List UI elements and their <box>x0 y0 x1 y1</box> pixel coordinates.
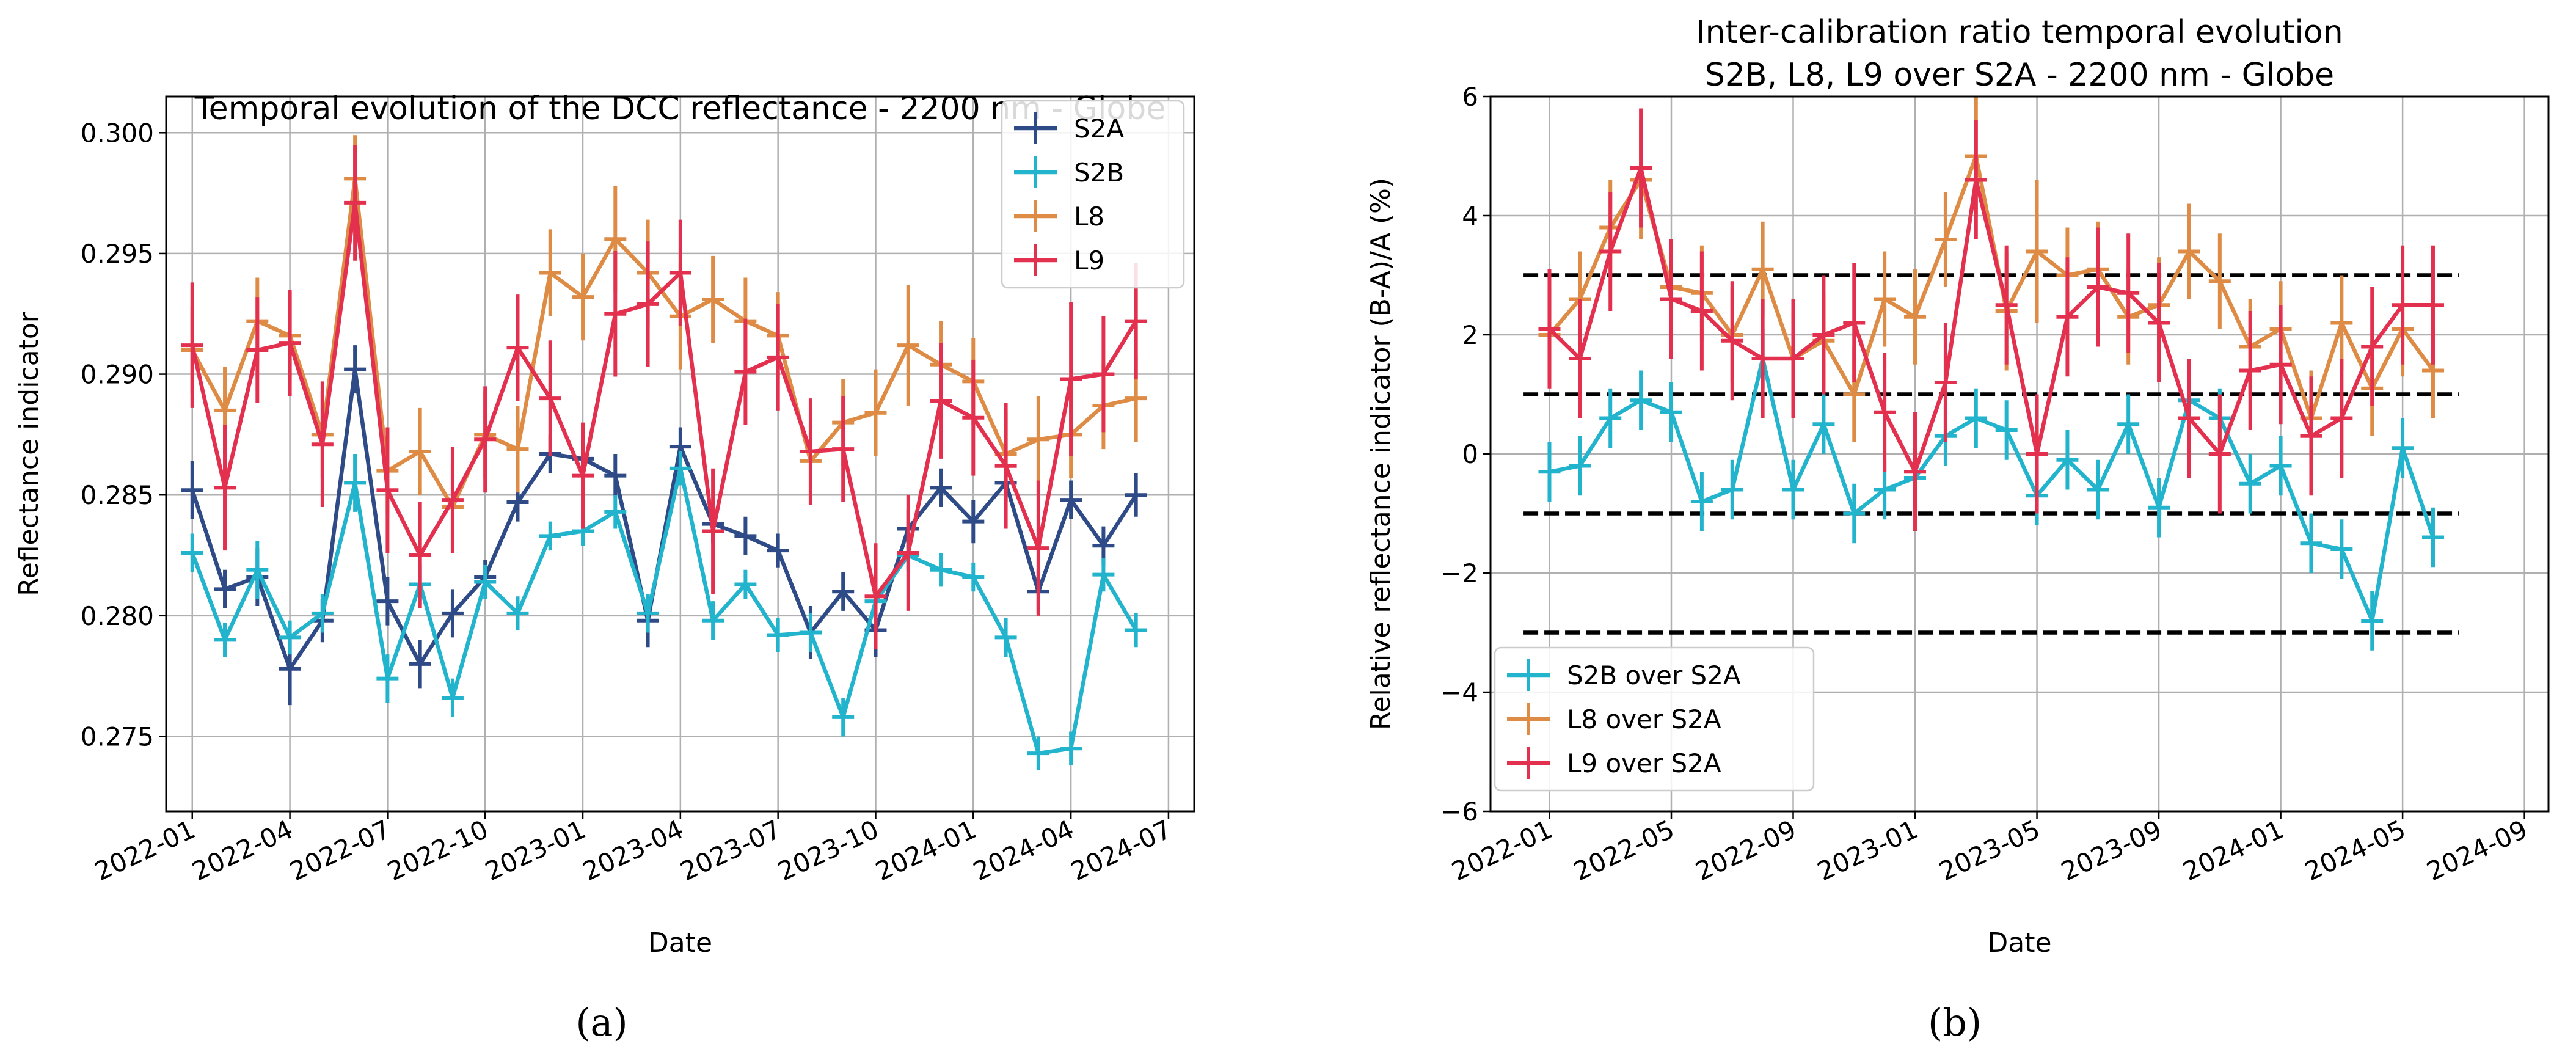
legend-item: S2A <box>1014 112 1124 144</box>
y-tick-label: 0.275 <box>81 721 154 751</box>
plot-frame <box>1489 95 2550 813</box>
x-axis-label: Date <box>648 927 712 959</box>
y-tick-label: −4 <box>1440 678 1478 707</box>
legend-item: S2B <box>1014 156 1124 188</box>
legend-box <box>1001 100 1185 289</box>
legend-label: L9 over S2A <box>1567 748 1721 778</box>
series-s2b <box>181 451 1147 770</box>
caption-b: (b) <box>1928 1000 1982 1045</box>
y-tick-label: 2 <box>1462 320 1478 350</box>
legend-label: S2B <box>1074 158 1124 188</box>
y-tick-label: −2 <box>1440 558 1478 588</box>
y-axis-label: Reflectance indicator <box>13 311 45 596</box>
y-tick-label: 0.300 <box>81 118 154 148</box>
y-tick-label: 6 <box>1462 82 1478 112</box>
series-line <box>190 177 1137 510</box>
chart-subtitle: S2B, L8, L9 over S2A - 2200 nm - Globe <box>1705 57 2334 93</box>
series-line <box>1549 356 2436 623</box>
y-tick-label: −6 <box>1440 797 1478 827</box>
legend-item: L8 over S2A <box>1507 703 1721 735</box>
series-line <box>1548 166 2433 474</box>
series-l9-over-s2a <box>1538 108 2444 532</box>
plot-frame <box>165 95 1195 813</box>
y-tick-label: 0.280 <box>81 601 154 631</box>
legend-label: L8 over S2A <box>1567 704 1721 734</box>
y-tick-label: 4 <box>1462 201 1478 231</box>
legend-item: L9 <box>1014 244 1104 276</box>
y-tick-label: 0.285 <box>81 480 154 510</box>
legend: S2A S2B L8 L9 <box>1001 100 1185 289</box>
legend-box <box>1494 646 1815 792</box>
legend-label: S2A <box>1074 114 1124 144</box>
legend-item: L9 over S2A <box>1507 747 1721 779</box>
legend-label: S2B over S2A <box>1567 660 1741 690</box>
y-tick-label: 0.295 <box>81 239 154 269</box>
series-l9 <box>181 145 1147 650</box>
series-line <box>190 466 1138 756</box>
caption-a: (a) <box>575 1000 627 1045</box>
legend-item: L8 <box>1014 200 1104 232</box>
x-axis-label: Date <box>1987 927 2051 959</box>
series-line <box>190 200 1138 599</box>
y-axis-label: Relative reflectance indicator (B-A)/A (… <box>1365 178 1396 730</box>
legend-label: L9 <box>1074 246 1104 276</box>
chart-title: Inter-calibration ratio temporal evoluti… <box>1696 14 2343 51</box>
legend-label: L8 <box>1074 202 1104 232</box>
y-tick-label: 0 <box>1462 439 1478 469</box>
legend: S2B over S2A L8 over S2A L9 over S2A <box>1494 646 1815 792</box>
legend-item: S2B over S2A <box>1507 659 1741 691</box>
y-tick-label: 0.290 <box>81 360 154 390</box>
